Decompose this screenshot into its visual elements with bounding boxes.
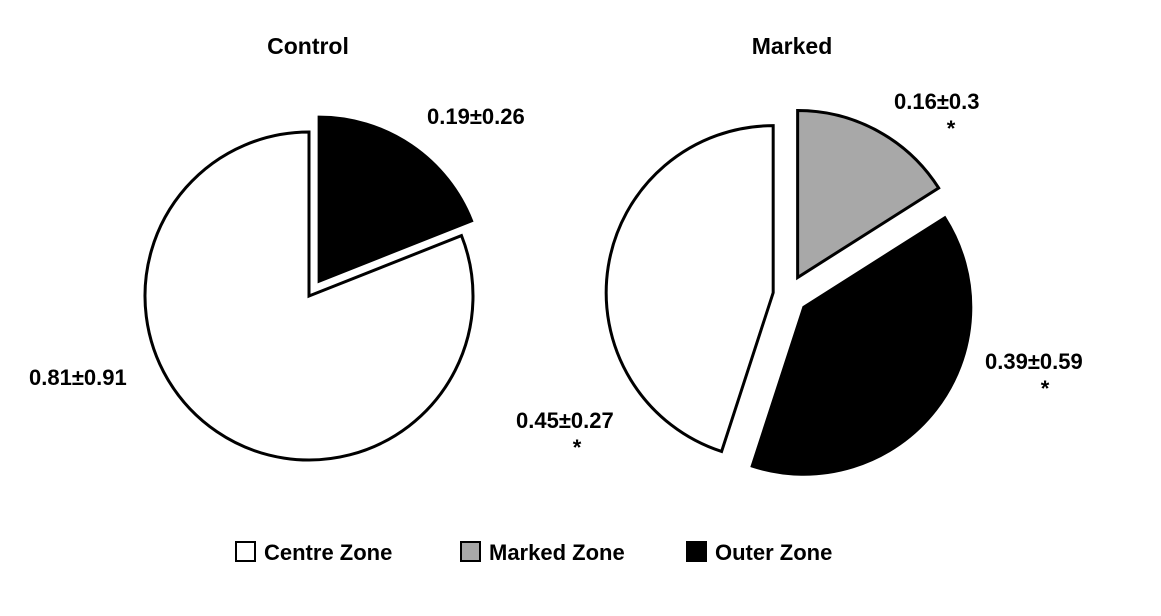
marked-outer-zone-label: 0.39±0.59 (985, 349, 1083, 374)
legend-item-marked-zone: Marked Zone (460, 540, 625, 565)
marked-marked-zone-significance: * (947, 116, 956, 141)
control-pie (143, 115, 475, 462)
legend-swatch-outer-zone (686, 541, 707, 562)
marked-pie-title: Marked (752, 33, 833, 59)
legend: Centre Zone Marked Zone Outer Zone (235, 540, 832, 565)
control-pie-title: Control (267, 33, 349, 59)
marked-centre-zone-label: 0.45±0.27 (516, 408, 614, 433)
control-outer-zone-label: 0.19±0.26 (427, 104, 525, 129)
marked-outer-zone-significance: * (1041, 376, 1050, 401)
marked-outer-zone-slice (750, 215, 973, 476)
legend-swatch-marked-zone (460, 541, 481, 562)
legend-item-outer-zone: Outer Zone (686, 540, 832, 565)
legend-label-outer-zone: Outer Zone (715, 540, 832, 565)
legend-label-centre-zone: Centre Zone (264, 540, 392, 565)
marked-centre-zone-slice (604, 124, 775, 454)
marked-marked-zone-label: 0.16±0.3 (894, 89, 979, 114)
legend-swatch-centre-zone (235, 541, 256, 562)
marked-centre-zone-significance: * (573, 435, 582, 460)
legend-item-centre-zone: Centre Zone (235, 540, 392, 565)
control-centre-zone-slice (143, 130, 475, 462)
control-centre-zone-label: 0.81±0.91 (29, 365, 127, 390)
control-outer-zone-slice (317, 115, 474, 284)
legend-label-marked-zone: Marked Zone (489, 540, 625, 565)
marked-pie (604, 108, 973, 476)
marked-marked-zone-slice (796, 108, 941, 281)
